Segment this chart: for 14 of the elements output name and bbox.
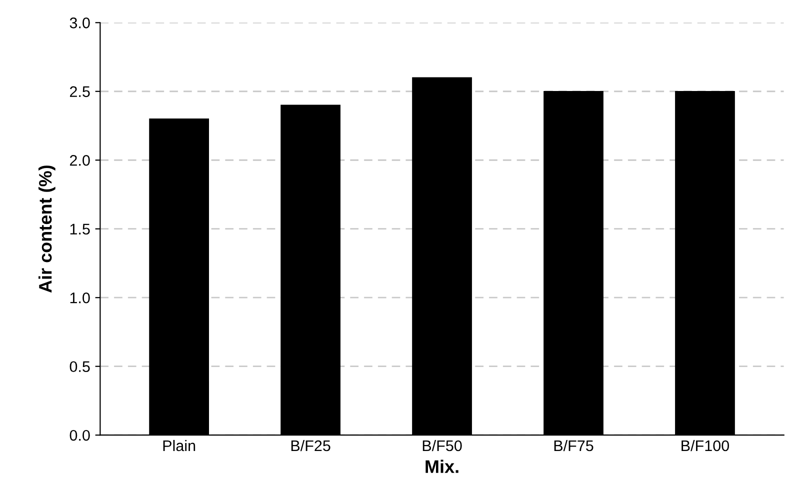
y-tick-label: 0.0	[70, 430, 90, 441]
x-tick-label: Plain	[163, 440, 196, 452]
x-tick-label: B/F50	[422, 440, 462, 452]
x-axis-title: Mix.	[426, 460, 458, 473]
y-tick-label: 0.5	[70, 361, 90, 372]
y-axis-title: Air content (%)	[38, 166, 56, 293]
y-tick-label: 1.0	[70, 292, 90, 304]
x-tick-label: B/F75	[554, 440, 594, 452]
y-tick-label: 2.0	[70, 154, 90, 166]
x-tick-label: B/F25	[291, 440, 330, 452]
x-tick-label: B/F100	[682, 440, 730, 452]
y-tick-label: 1.5	[70, 224, 90, 235]
y-tick-label: 2.5	[70, 86, 90, 98]
y-tick-label: 3.0	[70, 18, 90, 28]
